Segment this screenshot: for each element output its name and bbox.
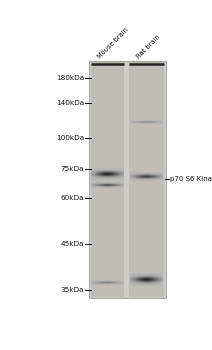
- Bar: [89, 61, 166, 298]
- Text: Mouse brain: Mouse brain: [96, 26, 130, 60]
- Text: 100kDa: 100kDa: [56, 135, 84, 141]
- Text: Rat brain: Rat brain: [135, 34, 161, 60]
- Text: 180kDa: 180kDa: [56, 75, 84, 82]
- Bar: [91, 62, 124, 297]
- Text: 75kDa: 75kDa: [60, 166, 84, 172]
- Text: 45kDa: 45kDa: [60, 241, 84, 247]
- Text: 35kDa: 35kDa: [60, 287, 84, 293]
- Text: 140kDa: 140kDa: [56, 100, 84, 106]
- Text: 60kDa: 60kDa: [60, 195, 84, 201]
- Text: p70 S6 Kinase 1: p70 S6 Kinase 1: [170, 176, 212, 182]
- Bar: [129, 62, 164, 297]
